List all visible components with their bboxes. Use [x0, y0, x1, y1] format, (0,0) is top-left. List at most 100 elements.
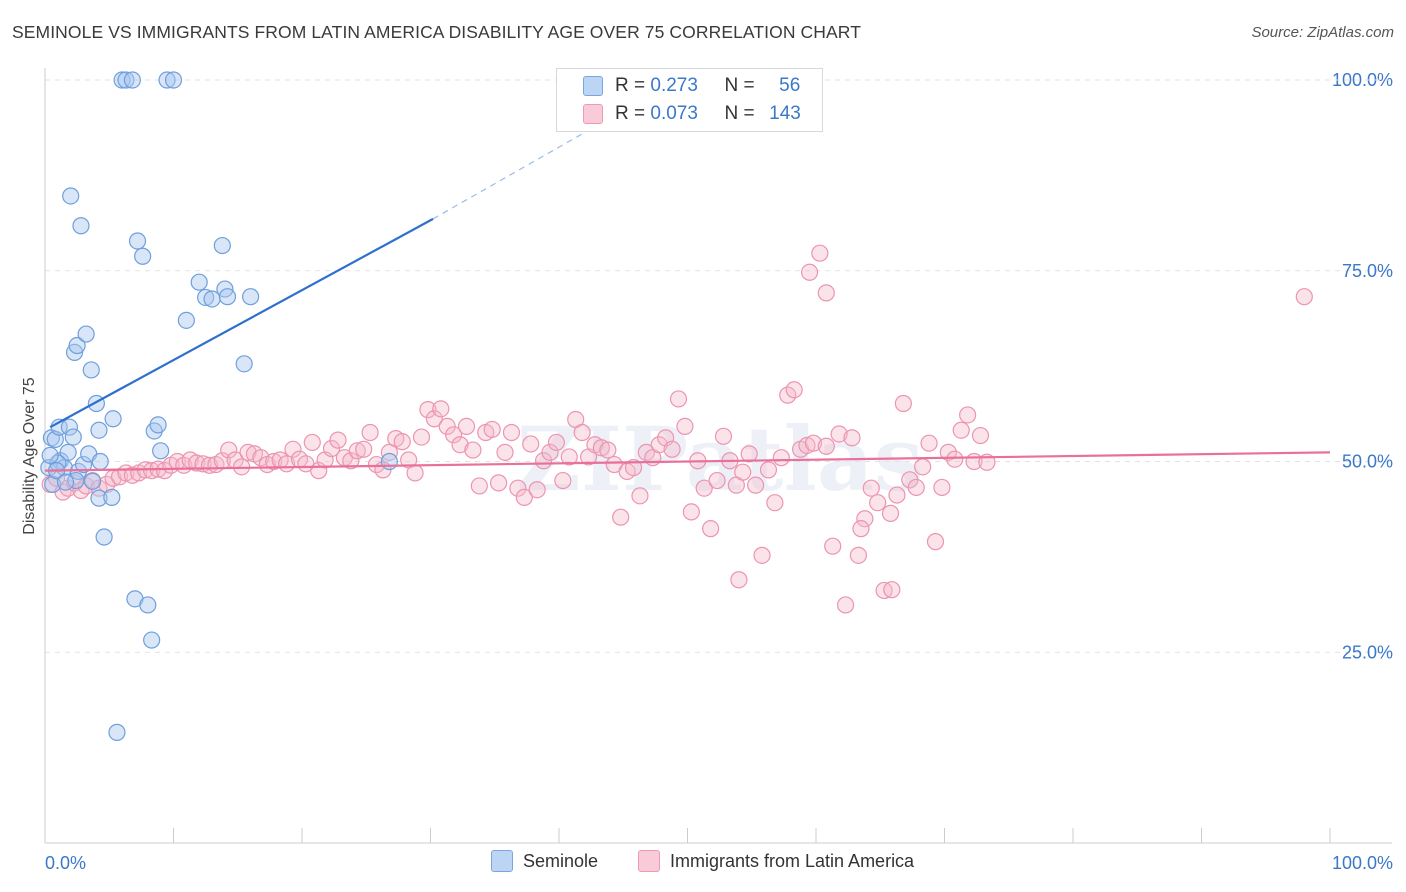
stats-n-label: N =	[724, 103, 755, 124]
legend-item-seminole[interactable]: Seminole	[491, 850, 598, 872]
latin-point	[830, 425, 848, 443]
seminole-point	[82, 361, 100, 379]
legend-item-latin[interactable]: Immigrants from Latin America	[638, 850, 914, 872]
latin-point	[1295, 288, 1313, 306]
chart-legend: Seminole Immigrants from Latin America	[0, 850, 1406, 880]
latin-point	[869, 494, 887, 512]
stats-swatch-seminole	[583, 76, 603, 96]
seminole-point	[41, 446, 59, 464]
latin-point	[496, 443, 514, 461]
latin-point	[509, 479, 527, 497]
latin-point	[939, 443, 957, 461]
latin-point	[881, 504, 900, 522]
seminole-point	[90, 421, 108, 439]
latin-point	[843, 429, 861, 447]
x-tick-label: 0.0%	[45, 853, 86, 873]
legend-swatch-seminole	[491, 850, 513, 872]
stats-row-seminole: R = 0.273 N = 56	[557, 73, 822, 99]
seminole-point	[91, 452, 109, 471]
latin-point	[624, 459, 643, 477]
latin-point	[920, 434, 938, 452]
latin-point	[98, 475, 116, 493]
latin-point	[650, 436, 668, 454]
seminole-point	[128, 232, 147, 250]
latin-point	[502, 423, 521, 442]
latin-point	[554, 471, 572, 490]
latin-point	[676, 417, 694, 436]
seminole-point	[152, 442, 170, 460]
latin-point	[90, 479, 108, 497]
latin-point	[612, 508, 630, 526]
seminole-point	[235, 355, 253, 373]
latin-point	[515, 488, 533, 506]
latin-point	[483, 420, 501, 439]
latin-point	[470, 477, 488, 495]
latin-point	[406, 464, 424, 482]
stats-swatch-latin	[583, 104, 603, 124]
chart-title: SEMINOLE VS IMMIGRANTS FROM LATIN AMERIC…	[12, 22, 862, 42]
latin-point	[445, 426, 463, 444]
seminole-point	[123, 71, 141, 89]
source-credit: Source: ZipAtlas.com	[1251, 24, 1394, 41]
latin-point	[599, 441, 617, 459]
seminole-point	[72, 217, 90, 235]
latin-point	[432, 400, 450, 418]
latin-point	[393, 433, 411, 451]
latin-point	[464, 441, 482, 459]
latin-point	[702, 520, 720, 538]
latin-point	[695, 479, 713, 497]
latin-point	[952, 421, 970, 439]
latin-point	[766, 494, 784, 512]
latin-point	[817, 284, 835, 302]
latin-point	[946, 450, 964, 468]
seminole-point	[143, 631, 161, 649]
legend-swatch-latin	[638, 850, 660, 872]
latin-point	[560, 448, 578, 466]
latin-point	[824, 537, 842, 555]
seminole-point	[164, 71, 183, 89]
latin-point	[753, 546, 771, 564]
latin-point	[663, 440, 681, 458]
seminole-point	[380, 452, 398, 471]
stats-n-label: N =	[724, 75, 755, 96]
latin-point	[817, 437, 835, 455]
latin-point	[933, 478, 951, 497]
seminole-point	[218, 288, 237, 306]
x-tick-label: 100.0%	[1332, 853, 1393, 873]
latin-trendline	[44, 451, 1331, 472]
latin-point	[522, 435, 540, 453]
latin-point	[573, 423, 591, 442]
latin-point	[490, 474, 508, 492]
latin-point	[547, 433, 566, 452]
latin-point	[811, 244, 829, 262]
latin-point	[772, 449, 790, 467]
seminole-point	[62, 187, 80, 205]
latin-point	[785, 381, 803, 399]
seminole-point	[83, 472, 102, 490]
seminole-trendline-extension	[432, 109, 624, 220]
latin-point	[971, 426, 990, 445]
latin-point	[239, 443, 257, 461]
latin-point	[734, 463, 752, 481]
seminole-point	[177, 311, 195, 329]
seminole-point	[60, 418, 79, 436]
seminole-point	[64, 428, 82, 446]
seminole-point	[139, 596, 157, 614]
legend-label-seminole: Seminole	[523, 850, 599, 871]
latin-point	[188, 454, 206, 472]
seminole-point	[59, 443, 77, 461]
latin-point	[412, 428, 431, 446]
latin-point	[528, 481, 546, 499]
stats-n-value: 143	[769, 103, 801, 124]
seminole-point	[68, 336, 86, 355]
y-tick-label: 100.0%	[1332, 70, 1393, 90]
y-tick-label: 75.0%	[1342, 261, 1393, 281]
seminole-point	[117, 71, 135, 89]
latin-point	[682, 503, 700, 521]
seminole-point	[149, 416, 167, 434]
latin-point	[419, 401, 437, 419]
latin-point	[348, 442, 366, 460]
latin-point	[220, 441, 238, 459]
seminole-point	[44, 475, 62, 493]
